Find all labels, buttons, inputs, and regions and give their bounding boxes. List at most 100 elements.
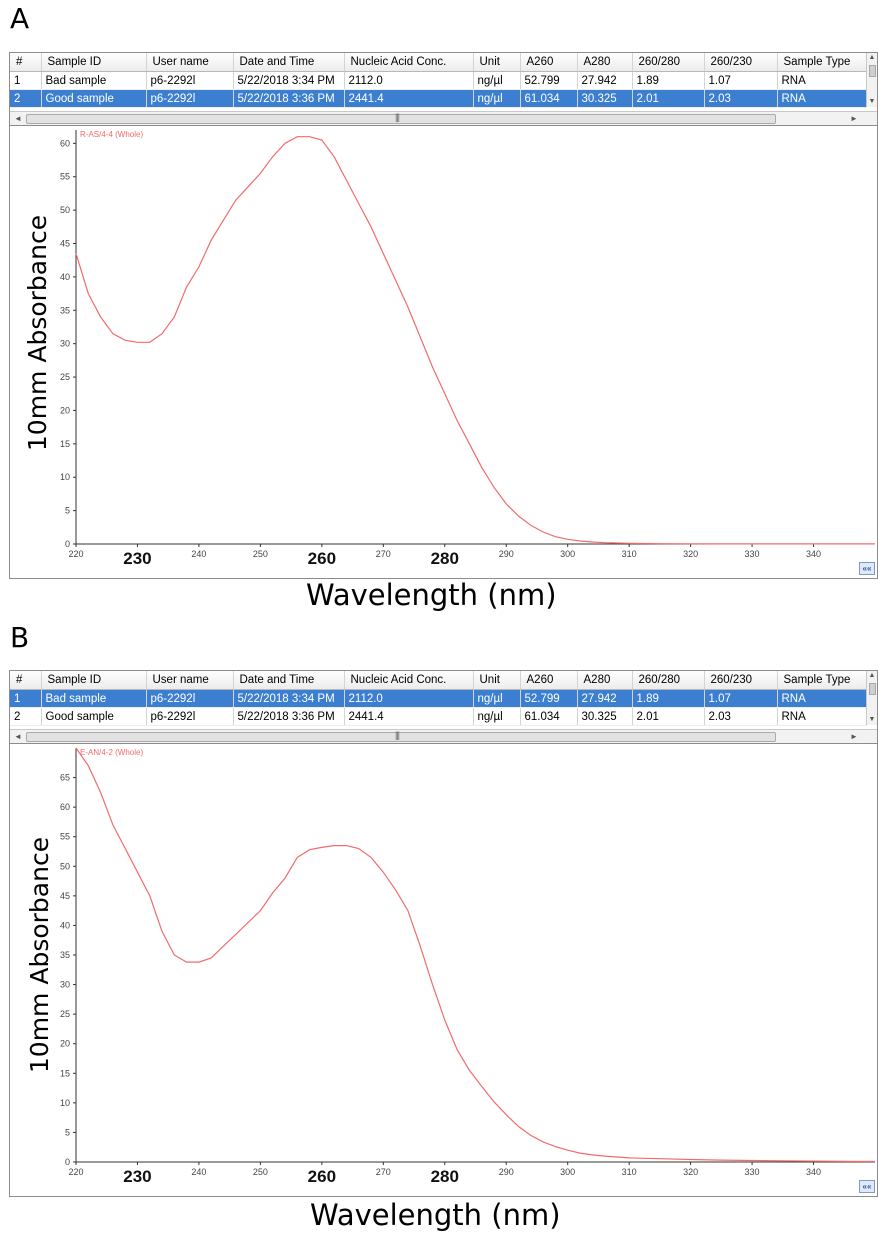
- cell-sample-type: RNA: [777, 90, 866, 108]
- cell-ratio-260-230: 1.07: [704, 690, 777, 708]
- column-header-a280[interactable]: A280: [577, 53, 632, 72]
- samples-grid: # Sample ID User name Date and Time Nucleic …: [10, 671, 867, 726]
- horizontal-scrollbar[interactable]: ◄ ||| ►: [10, 111, 877, 125]
- column-header-a260[interactable]: A260: [520, 671, 577, 690]
- table-row[interactable]: 1 Bad sample p6-2292l 5/22/2018 3:34 PM 2112…: [10, 690, 866, 708]
- samples-table-a: # Sample ID User name Date and Time Nucleic …: [9, 52, 878, 126]
- cell-sample-id: Good sample: [41, 90, 146, 108]
- x-tick-label: 260: [308, 549, 336, 568]
- column-header-a260[interactable]: A260: [520, 53, 577, 72]
- y-tick-label: 0: [65, 1157, 70, 1167]
- table-row[interactable]: 2 Good sample p6-2292l 5/22/2018 3:36 PM 244…: [10, 90, 866, 108]
- cell-a260: 52.799: [520, 690, 577, 708]
- y-tick-label: 15: [60, 1068, 70, 1078]
- column-header-ratio-260-280[interactable]: 260/280: [632, 671, 704, 690]
- absorbance-curve: [76, 137, 875, 544]
- y-tick-label: 5: [65, 506, 70, 516]
- scroll-right-icon[interactable]: ►: [848, 730, 860, 743]
- x-tick-label: 260: [308, 1167, 336, 1186]
- cell-sample-type: RNA: [777, 690, 866, 708]
- column-header-ratio-260-230[interactable]: 260/230: [704, 671, 777, 690]
- spectrum-chart-b: 0 5 10 15 20 25 30 35 40 45 50 55 60 65 220 230 240 250 26…: [9, 743, 878, 1197]
- x-tick-label: 280: [431, 549, 459, 568]
- scroll-grip-icon: |||: [395, 730, 399, 740]
- absorbance-plot: 0 5 10 15 20 25 30 35 40 45 50 55 60 65 220 230 240 250 26…: [10, 744, 877, 1196]
- y-tick-label: 30: [60, 339, 70, 349]
- x-axis-label: Wavelength (nm): [306, 578, 557, 612]
- column-header-unit[interactable]: Unit: [473, 671, 520, 690]
- vertical-scrollbar[interactable]: ▲ ▼: [866, 671, 877, 725]
- scroll-down-icon[interactable]: ▼: [867, 97, 877, 107]
- cell-user-name: p6-2292l: [146, 690, 233, 708]
- cell-sample-id: Bad sample: [41, 690, 146, 708]
- cell-date-time: 5/22/2018 3:36 PM: [233, 90, 344, 108]
- column-header-sample-id[interactable]: Sample ID: [41, 671, 146, 690]
- cell-user-name: p6-2292l: [146, 708, 233, 726]
- y-tick-label: 45: [60, 891, 70, 901]
- column-header-row-number[interactable]: #: [10, 671, 41, 690]
- x-tick-label: 310: [622, 549, 637, 559]
- scroll-thumb[interactable]: [869, 683, 876, 695]
- scroll-right-icon[interactable]: ►: [848, 112, 860, 125]
- horizontal-scrollbar[interactable]: ◄ ||| ►: [10, 729, 877, 743]
- y-tick-label: 20: [60, 405, 70, 415]
- y-tick-label: 55: [60, 832, 70, 842]
- scroll-thumb[interactable]: |||: [26, 732, 776, 742]
- scroll-up-icon[interactable]: ▲: [867, 53, 877, 63]
- cell-ratio-260-280: 1.89: [632, 72, 704, 90]
- table-row[interactable]: 1 Bad sample p6-2292l 5/22/2018 3:34 PM 2112…: [10, 72, 866, 90]
- y-tick-label: 65: [60, 773, 70, 783]
- x-tick-label: 280: [431, 1167, 459, 1186]
- y-axis-label: 10mm Absorbance: [25, 810, 59, 1100]
- cell-date-time: 5/22/2018 3:34 PM: [233, 72, 344, 90]
- y-tick-label: 25: [60, 1009, 70, 1019]
- cell-nucleic-acid-conc: 2112.0: [344, 690, 473, 708]
- y-tick-label: 55: [60, 172, 70, 182]
- cell-date-time: 5/22/2018 3:36 PM: [233, 708, 344, 726]
- column-header-sample-type[interactable]: Sample Type: [777, 53, 866, 72]
- cell-a260: 61.034: [520, 90, 577, 108]
- cell-a260: 52.799: [520, 72, 577, 90]
- cell-sample-id: Bad sample: [41, 72, 146, 90]
- panel-label-b: B: [10, 621, 29, 654]
- scroll-thumb[interactable]: |||: [26, 114, 776, 124]
- vertical-scrollbar[interactable]: ▲ ▼: [866, 53, 877, 107]
- spectrum-chart-a: 0 5 10 15 20 25 30 35 40 45 50 55 60 220 230 240 250 260 2…: [9, 125, 878, 579]
- column-header-sample-id[interactable]: Sample ID: [41, 53, 146, 72]
- column-header-sample-type[interactable]: Sample Type: [777, 671, 866, 690]
- scroll-thumb[interactable]: [869, 65, 876, 77]
- y-tick-label: 45: [60, 239, 70, 249]
- column-header-ratio-260-280[interactable]: 260/280: [632, 53, 704, 72]
- column-header-ratio-260-230[interactable]: 260/230: [704, 53, 777, 72]
- scroll-left-icon[interactable]: ◄: [12, 112, 24, 125]
- scroll-up-icon[interactable]: ▲: [867, 671, 877, 681]
- cell-row-number: 1: [10, 690, 41, 708]
- scroll-left-icon[interactable]: ◄: [12, 730, 24, 743]
- scroll-down-icon[interactable]: ▼: [867, 715, 877, 725]
- column-header-nucleic-acid-conc[interactable]: Nucleic Acid Conc.: [344, 671, 473, 690]
- column-header-a280[interactable]: A280: [577, 671, 632, 690]
- column-header-unit[interactable]: Unit: [473, 53, 520, 72]
- cell-unit: ng/µl: [473, 690, 520, 708]
- y-tick-label: 35: [60, 950, 70, 960]
- column-header-user-name[interactable]: User name: [146, 53, 233, 72]
- column-header-date-time[interactable]: Date and Time: [233, 53, 344, 72]
- cell-row-number: 1: [10, 72, 41, 90]
- cell-ratio-260-230: 1.07: [704, 72, 777, 90]
- x-tick-label: 340: [806, 549, 821, 559]
- table-row[interactable]: 2 Good sample p6-2292l 5/22/2018 3:36 PM 244…: [10, 708, 866, 726]
- column-header-nucleic-acid-conc[interactable]: Nucleic Acid Conc.: [344, 53, 473, 72]
- table-header-row: # Sample ID User name Date and Time Nucleic …: [10, 671, 866, 690]
- cell-nucleic-acid-conc: 2112.0: [344, 72, 473, 90]
- column-header-user-name[interactable]: User name: [146, 671, 233, 690]
- column-header-row-number[interactable]: #: [10, 53, 41, 72]
- x-tick-label: 220: [68, 549, 83, 559]
- x-tick-label: 300: [560, 1167, 575, 1177]
- x-tick-label: 290: [499, 1167, 514, 1177]
- x-tick-label: 320: [683, 549, 698, 559]
- cell-date-time: 5/22/2018 3:34 PM: [233, 690, 344, 708]
- scroll-grip-icon: |||: [395, 112, 399, 122]
- collapse-icon[interactable]: ««: [859, 562, 875, 575]
- column-header-date-time[interactable]: Date and Time: [233, 671, 344, 690]
- collapse-icon[interactable]: ««: [859, 1180, 875, 1193]
